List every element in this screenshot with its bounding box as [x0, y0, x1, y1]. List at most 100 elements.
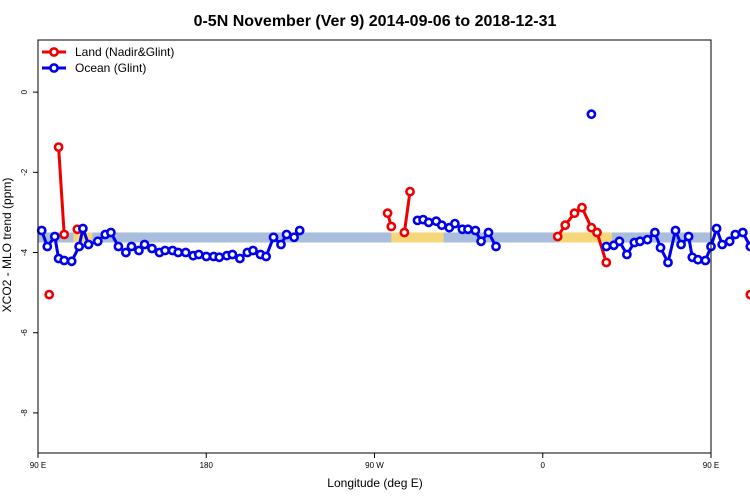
series-1-point-1-10	[476, 236, 486, 247]
series-1-point-3-11	[676, 239, 686, 250]
series-0-point-1-1	[59, 229, 70, 240]
series-1-point-0-11	[106, 227, 116, 238]
x-tick-label-1: 180	[200, 461, 214, 470]
series-0-point-3-1	[386, 221, 397, 232]
series-1-point-3-12	[683, 231, 694, 242]
series-1-point-3-6	[642, 234, 653, 245]
series-1-point-0-34	[261, 251, 271, 262]
series-1-point-0-21	[173, 247, 184, 258]
y-tick-label-1: -2	[20, 168, 29, 176]
legend: Land (Nadir&Glint) Ocean (Glint)	[42, 45, 174, 75]
legend-label-0: Land (Nadir&Glint)	[75, 45, 174, 59]
series-1-point-0-15	[133, 245, 144, 256]
series-1-point-0-24	[193, 249, 204, 260]
series-0-point-5-0	[552, 231, 563, 242]
chart-title: 0-5N November (Ver 9) 2014-09-06 to 2018…	[194, 13, 557, 30]
series-1-point-3-5	[635, 236, 645, 247]
series-0-point-5-1	[560, 220, 571, 231]
series-1-point-3-17	[711, 223, 722, 234]
y-axis-label: XCO2 - MLO trend (ppm)	[0, 178, 14, 313]
x-tick-label-4: 90 E	[703, 461, 719, 470]
series-1-point-3-15	[700, 255, 711, 266]
series-1-point-3-14	[693, 254, 703, 265]
x-tick-label-0: 90 E	[30, 461, 46, 470]
series-1-point-0-9	[92, 236, 103, 247]
series-1-point-0-37	[281, 229, 292, 240]
x-tick-label-3: 0	[541, 461, 546, 470]
series-1-point-3-8	[655, 242, 666, 253]
series-1-point-1-11	[483, 227, 494, 238]
series-1-point-3-20	[730, 229, 741, 240]
series-0-point-3-0	[382, 208, 393, 219]
series-0-point-4-0	[399, 227, 410, 238]
series-0-point-5-5	[592, 227, 602, 238]
series-1-point-0-14	[126, 241, 137, 252]
series-1-point-0-22	[180, 247, 191, 258]
series-0-point-0-0	[44, 289, 55, 300]
y-tick-label-2: -4	[20, 248, 29, 256]
series-1-point-0-2	[49, 231, 60, 242]
series-1-point-3-3	[622, 249, 632, 260]
series-1-point-3-21	[737, 227, 748, 238]
y-tick-label-3: -6	[20, 329, 29, 337]
series-1-point-0-35	[268, 232, 279, 243]
series-1-point-1-2	[423, 217, 434, 228]
series-1-point-0-32	[248, 245, 258, 256]
legend-marker-0	[49, 47, 59, 57]
legend-label-1: Ocean (Glint)	[75, 61, 146, 75]
series-1-point-3-22	[745, 241, 750, 252]
axes: 90 E 180 90 W 0 90 E 0 -2 -4 -6 -8	[20, 89, 719, 470]
series-0-point-5-3	[577, 202, 587, 213]
series-1-point-0-39	[294, 225, 305, 236]
series-1	[36, 109, 750, 268]
x-axis-label: Longitude (deg E)	[327, 476, 422, 490]
x-tick-label-2: 90 W	[365, 461, 384, 470]
series-1-point-3-18	[717, 239, 728, 250]
series-1-point-3-7	[650, 227, 660, 238]
band-land-0	[73, 232, 93, 243]
series-1-point-0-12	[113, 241, 124, 252]
series-1-point-0-8	[83, 239, 94, 250]
series-layer	[36, 109, 750, 300]
series-1-point-0-16	[139, 239, 150, 250]
series-1-point-0-29	[227, 249, 238, 260]
series-1-point-3-19	[724, 236, 735, 247]
series-0-point-1-0	[53, 142, 64, 152]
series-1-point-0-6	[74, 241, 84, 252]
series-1-point-3-10	[670, 225, 681, 236]
series-1-point-3-2	[614, 236, 625, 247]
series-1-point-0-36	[276, 239, 286, 250]
series-1-point-1-12	[491, 241, 501, 252]
series-0-point-6-0	[745, 289, 750, 300]
series-1-point-1-9	[470, 225, 481, 236]
y-tick-label-4: -8	[20, 409, 29, 417]
band-land-2	[559, 232, 612, 243]
series-1-point-1-4	[436, 220, 447, 231]
series-1-point-0-27	[214, 252, 225, 263]
series-0	[44, 142, 750, 300]
y-tick-label-0: 0	[20, 89, 29, 94]
series-1-point-1-8	[463, 224, 473, 235]
series-1-point-0-5	[66, 256, 77, 267]
series-1-point-0-30	[234, 253, 245, 264]
series-1-point-0-38	[289, 232, 299, 243]
series-1-point-0-19	[160, 245, 170, 256]
series-1-point-1-6	[449, 218, 460, 229]
series-0-point-5-6	[601, 257, 612, 268]
series-1-point-0-4	[59, 255, 70, 266]
series-0-point-4-1	[405, 186, 415, 197]
uncertainty-band	[38, 232, 711, 243]
series-1-point-0-17	[147, 243, 157, 254]
series-1-point-3-9	[663, 257, 673, 268]
series-1-point-3-0	[601, 241, 612, 252]
series-1-point-2-0	[586, 109, 597, 120]
series-1-point-0-1	[42, 241, 53, 252]
series-0-line-4	[402, 191, 412, 233]
series-1-point-0-0	[36, 225, 47, 236]
series-0-point-5-2	[569, 208, 580, 219]
series-1-point-0-7	[78, 223, 88, 234]
legend-marker-1	[49, 63, 59, 73]
series-0-line-1	[57, 147, 66, 235]
series-1-point-0-13	[121, 247, 131, 258]
